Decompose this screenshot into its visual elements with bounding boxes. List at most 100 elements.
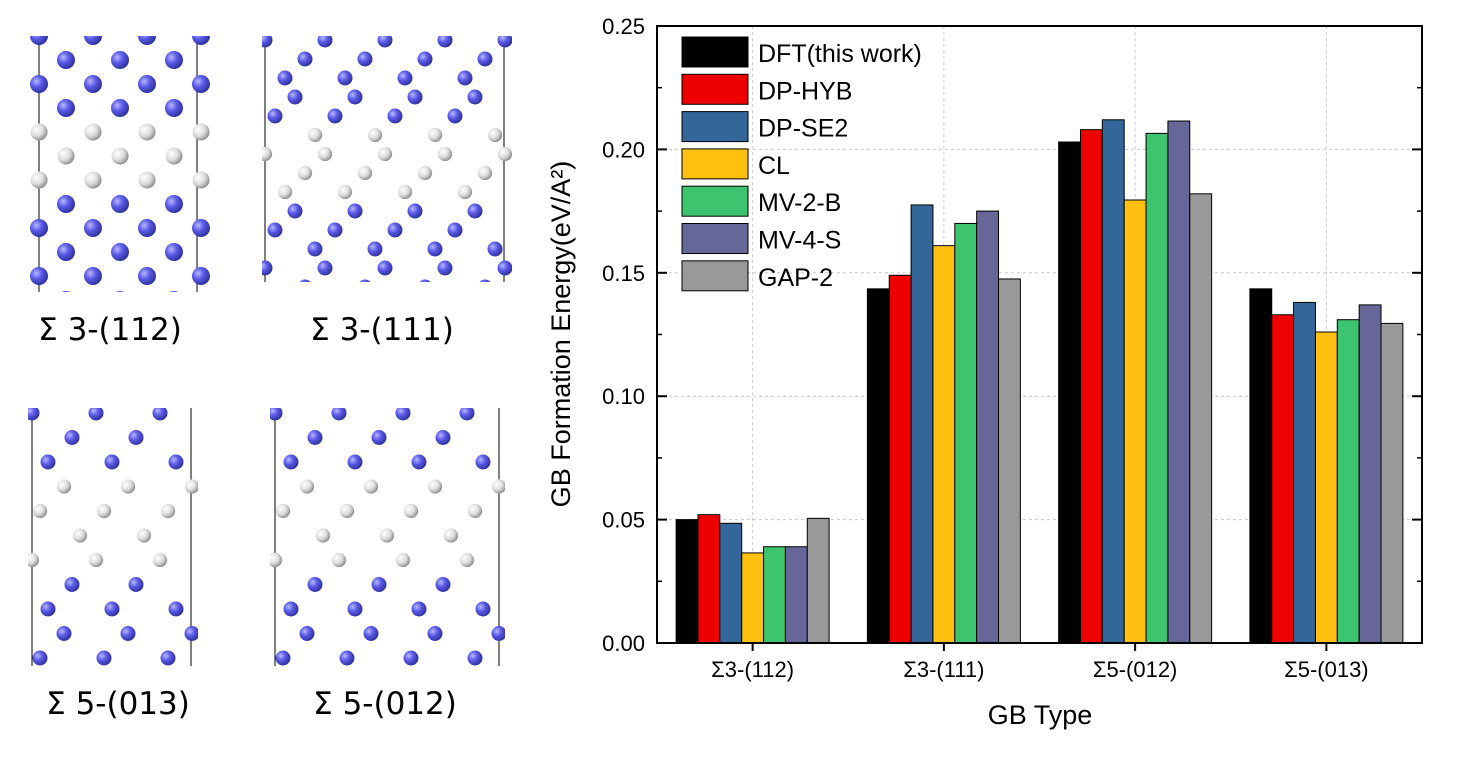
legend: DFT(this work) DP-HYB DP-SE2 CL MV-2-B MV-4-S… xyxy=(681,36,922,292)
gb-atom xyxy=(307,127,323,143)
w-atom xyxy=(397,70,413,86)
w-atom xyxy=(28,408,40,421)
w-atom xyxy=(57,243,75,261)
w-atom xyxy=(104,601,120,617)
w-atom xyxy=(84,267,102,285)
legend-label: GAP-2 xyxy=(758,264,833,292)
legend-swatch xyxy=(681,73,749,105)
x-axis-label: GB Type xyxy=(988,700,1093,730)
gb-atom xyxy=(84,123,102,141)
gb-atom xyxy=(367,127,383,143)
bar-dp-se2-3 xyxy=(1293,301,1316,644)
w-atom xyxy=(262,260,273,276)
gb-atom xyxy=(32,503,48,519)
gb-atom xyxy=(165,147,183,165)
w-atom xyxy=(111,243,129,261)
w-atom xyxy=(317,260,333,276)
gb-atom xyxy=(315,528,331,543)
w-atom xyxy=(411,454,427,470)
w-atom xyxy=(61,291,71,292)
gb-atom xyxy=(297,165,313,181)
bar-gap-2-1 xyxy=(998,278,1021,644)
w-atom xyxy=(347,601,363,617)
gb-atom xyxy=(28,552,40,568)
legend-swatch xyxy=(681,148,749,180)
gb-atom xyxy=(96,503,112,519)
w-atom xyxy=(168,601,184,617)
w-atom xyxy=(395,408,411,421)
bar-dp-se2-0 xyxy=(719,522,743,644)
w-atom xyxy=(270,408,283,421)
w-atom xyxy=(111,51,129,69)
y-axis-label: GB Formation Energy(eV/A²) xyxy=(546,161,576,508)
structure-caption-sigma3-112: Σ 3-(112) xyxy=(38,312,182,348)
w-atom xyxy=(317,36,333,48)
w-atom xyxy=(169,291,179,292)
w-atom xyxy=(467,203,483,219)
legend-label: CL xyxy=(758,152,790,180)
gb-atom xyxy=(487,127,503,143)
w-atom xyxy=(287,89,303,105)
bar-dp-hyb-2 xyxy=(1079,129,1103,644)
gb-atom xyxy=(477,165,493,181)
w-atom xyxy=(467,89,483,105)
w-atom xyxy=(57,99,75,117)
w-atom xyxy=(267,222,283,238)
bar-dft-this-work-0 xyxy=(675,519,699,644)
w-atom xyxy=(447,222,463,238)
w-atom xyxy=(64,577,80,592)
gb-atom xyxy=(339,503,355,519)
w-atom xyxy=(367,241,383,257)
gb-atom xyxy=(120,479,136,494)
bar-dp-se2-2 xyxy=(1101,119,1125,644)
gb-atom xyxy=(491,479,505,494)
bar-series-group xyxy=(675,119,1404,644)
gb-atom xyxy=(395,552,411,568)
gb-atom xyxy=(459,552,475,568)
w-atom xyxy=(192,36,210,45)
gb-atom xyxy=(84,171,102,189)
w-atom xyxy=(283,454,299,470)
gb-atom xyxy=(275,503,291,519)
gb-atom xyxy=(192,123,210,141)
gb-atom xyxy=(138,123,156,141)
w-atom xyxy=(138,219,156,237)
gb-atom xyxy=(403,503,419,519)
gb-atom xyxy=(457,184,473,200)
w-atom xyxy=(262,36,273,48)
w-atom xyxy=(435,430,451,445)
y-tick-label: 0.05 xyxy=(602,508,645,533)
w-atom xyxy=(184,626,198,641)
w-atom xyxy=(339,650,355,666)
gb-atom xyxy=(497,146,512,162)
w-atom xyxy=(307,577,323,592)
w-atom xyxy=(467,650,483,666)
gb-atom xyxy=(277,184,293,200)
w-atom xyxy=(165,51,183,69)
gb-atom xyxy=(160,503,176,519)
gb-atom xyxy=(138,171,156,189)
w-atom xyxy=(497,36,512,48)
bar-gap-2-0 xyxy=(806,517,830,644)
bar-mv-2-b-2 xyxy=(1145,132,1169,644)
w-atom xyxy=(138,36,156,45)
y-tick-label: 0.00 xyxy=(602,631,645,656)
bar-gap-2-3 xyxy=(1380,322,1404,644)
gb-atom xyxy=(30,123,48,141)
w-atom xyxy=(407,203,423,219)
gb-atom xyxy=(72,528,88,543)
w-atom xyxy=(371,577,387,592)
w-atom xyxy=(497,260,512,276)
gb-atom xyxy=(467,503,483,519)
w-atom xyxy=(407,89,423,105)
w-atom xyxy=(30,219,48,237)
legend-label: MV-4-S xyxy=(758,227,841,255)
w-atom xyxy=(30,267,48,285)
bar-dft-this-work-2 xyxy=(1058,141,1081,644)
w-atom xyxy=(387,222,403,238)
w-atom xyxy=(457,70,473,86)
w-atom xyxy=(437,260,453,276)
axis-ticks: 0.00 0.05 0.10 0.15 0.20 0.25 Σ3-(112) Σ3-(111)… xyxy=(602,14,1422,682)
w-atom xyxy=(84,36,102,45)
w-atom xyxy=(377,36,393,48)
